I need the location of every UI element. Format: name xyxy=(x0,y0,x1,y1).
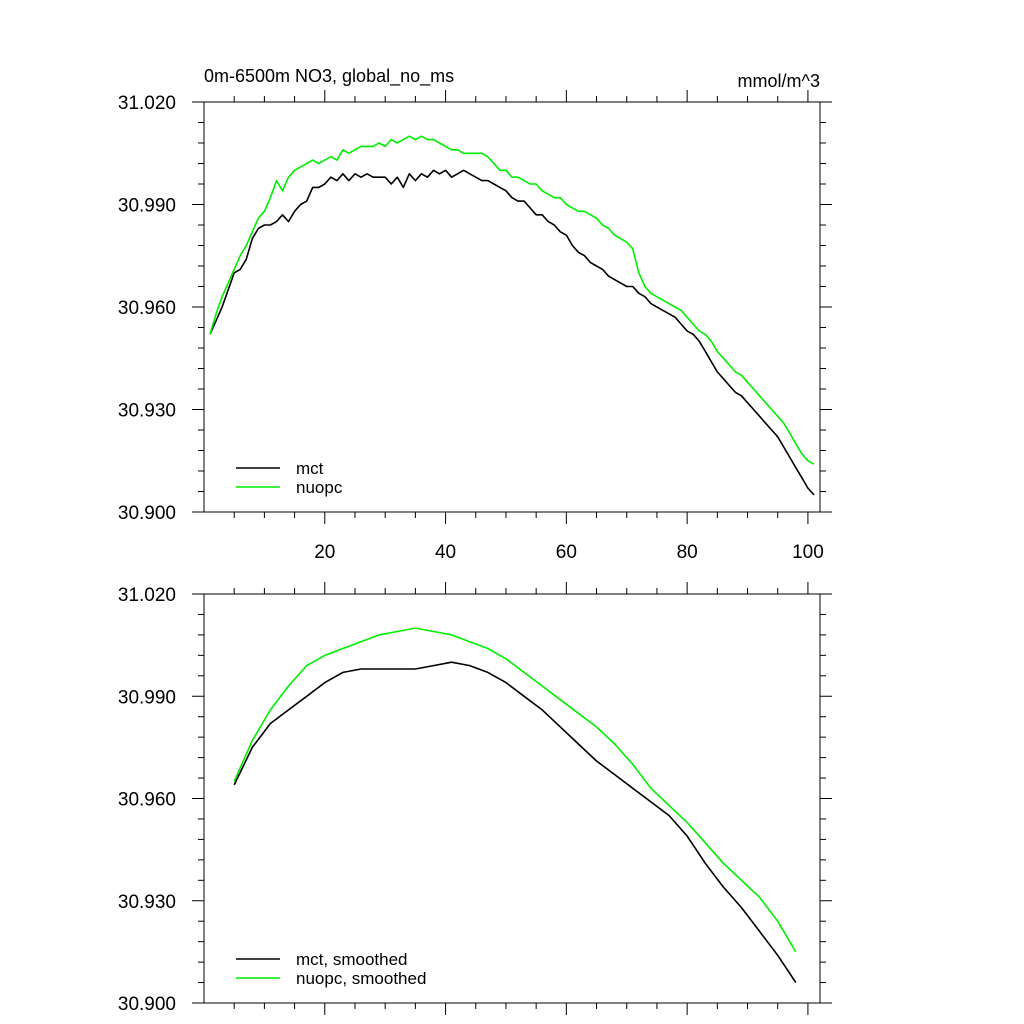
bottom-panel: 30.900 30.930 30.960 30.990 31.020 mct, smoot… xyxy=(118,582,832,1015)
x-tick-label: 20 xyxy=(314,542,335,563)
legend-label: nuopc xyxy=(296,478,343,497)
y-tick-label: 30.990 xyxy=(118,687,176,708)
legend-label: mct xyxy=(296,459,324,478)
chart-title: 0m-6500m NO3, global_no_ms xyxy=(204,66,454,87)
series-line-nuopc xyxy=(209,135,815,465)
y-tick-label: 30.990 xyxy=(118,196,176,217)
x-tick-label: 40 xyxy=(435,542,456,563)
legend-label: nuopc, smoothed xyxy=(296,969,426,988)
units-label: mmol/m^3 xyxy=(738,71,820,91)
series-line-mct-smoothed xyxy=(233,661,797,983)
y-tick-label: 30.960 xyxy=(118,298,176,319)
y-tick-label: 30.960 xyxy=(118,790,176,811)
y-tick-label: 30.900 xyxy=(118,503,176,524)
y-tick-label: 31.020 xyxy=(118,585,176,606)
x-tick-label: 100 xyxy=(792,542,824,563)
y-tick-label: 31.020 xyxy=(118,93,176,114)
y-tick-label: 30.900 xyxy=(118,994,176,1015)
y-tick-label: 30.930 xyxy=(118,401,176,422)
y-tick-label: 30.930 xyxy=(118,892,176,913)
x-tick-label: 80 xyxy=(677,542,698,563)
series-line-mct xyxy=(209,169,815,496)
x-tick-label: 60 xyxy=(556,542,577,563)
top-panel: 30.900 30.930 30.960 30.990 31.020 20 40 60 80 10… xyxy=(118,90,832,563)
legend-label: mct, smoothed xyxy=(296,950,408,969)
series-line-nuopc-smoothed xyxy=(233,627,797,953)
